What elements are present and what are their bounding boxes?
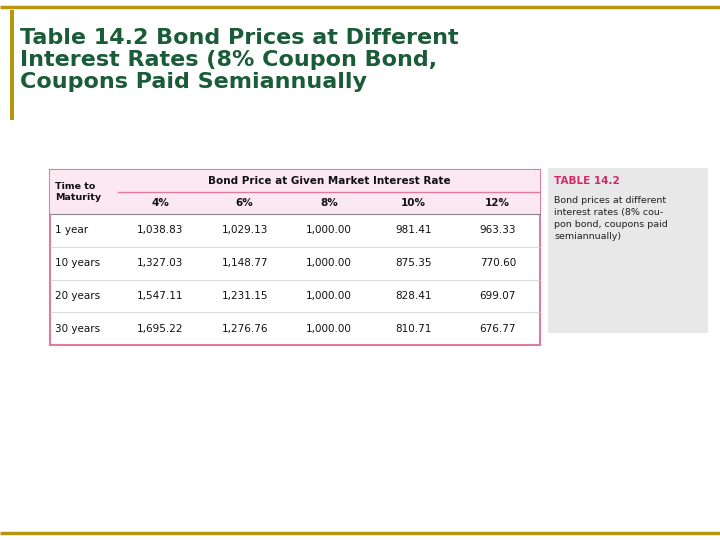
Text: 20 years: 20 years [55, 291, 100, 301]
Text: Bond Price at Given Market Interest Rate: Bond Price at Given Market Interest Rate [207, 176, 450, 186]
Text: TABLE 14.2: TABLE 14.2 [554, 176, 620, 186]
Text: Table 14.2 Bond Prices at Different: Table 14.2 Bond Prices at Different [20, 28, 459, 48]
Text: 8%: 8% [320, 198, 338, 208]
Text: 1,000.00: 1,000.00 [306, 291, 352, 301]
Bar [548, 168, 708, 333]
Text: 981.41: 981.41 [395, 225, 432, 235]
Text: Interest Rates (8% Coupon Bond,: Interest Rates (8% Coupon Bond, [20, 50, 437, 70]
Text: 12%: 12% [485, 198, 510, 208]
Text: 1,695.22: 1,695.22 [137, 323, 184, 334]
Text: 676.77: 676.77 [480, 323, 516, 334]
Text: 1,547.11: 1,547.11 [137, 291, 184, 301]
Text: 1,000.00: 1,000.00 [306, 323, 352, 334]
Text: 1,327.03: 1,327.03 [137, 258, 184, 268]
Text: Time to
Maturity: Time to Maturity [55, 182, 101, 202]
Text: 10%: 10% [401, 198, 426, 208]
Bar [50, 170, 540, 214]
Text: 1,148.77: 1,148.77 [221, 258, 268, 268]
Text: 699.07: 699.07 [480, 291, 516, 301]
Text: 1,038.83: 1,038.83 [137, 225, 184, 235]
Text: 1,000.00: 1,000.00 [306, 225, 352, 235]
Text: 1,231.15: 1,231.15 [221, 291, 268, 301]
FancyBboxPatch shape [50, 170, 540, 345]
Text: 1,276.76: 1,276.76 [221, 323, 268, 334]
Text: 4%: 4% [151, 198, 169, 208]
Text: 1,029.13: 1,029.13 [222, 225, 268, 235]
Text: 810.71: 810.71 [395, 323, 431, 334]
Text: 6%: 6% [235, 198, 253, 208]
Text: 10 years: 10 years [55, 258, 100, 268]
Text: Bond prices at different
interest rates (8% cou-
pon bond, coupons paid
semiannu: Bond prices at different interest rates … [554, 196, 667, 241]
Text: 30 years: 30 years [55, 323, 100, 334]
Text: 963.33: 963.33 [480, 225, 516, 235]
Text: 1,000.00: 1,000.00 [306, 258, 352, 268]
Bar [10, 10, 14, 120]
Text: 770.60: 770.60 [480, 258, 516, 268]
Text: Coupons Paid Semiannually: Coupons Paid Semiannually [20, 72, 367, 92]
Text: 875.35: 875.35 [395, 258, 432, 268]
Text: 1 year: 1 year [55, 225, 88, 235]
Text: 828.41: 828.41 [395, 291, 432, 301]
